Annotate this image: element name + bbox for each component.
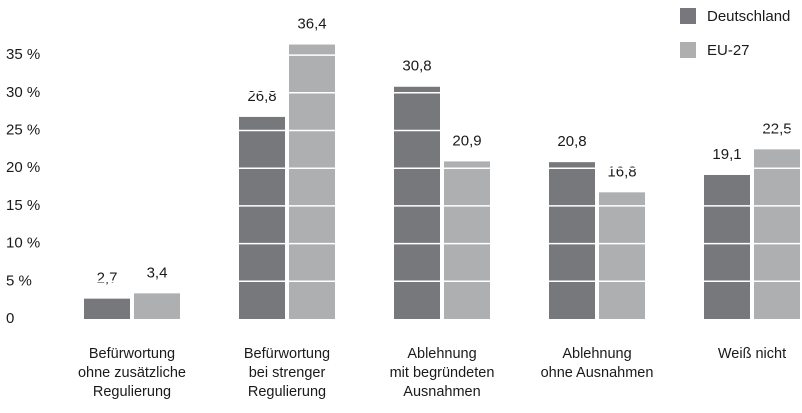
y-tick-label: 5 % (6, 272, 32, 289)
bar (704, 174, 750, 319)
data-label: 22,5 (762, 120, 791, 137)
y-tick-label: 10 % (6, 235, 40, 252)
data-label: 36,4 (297, 16, 326, 33)
data-label: 19,1 (712, 146, 741, 163)
legend-label: EU-27 (707, 42, 750, 59)
y-tick-label: 15 % (6, 197, 40, 214)
data-label: 3,4 (147, 264, 168, 281)
bar (549, 162, 595, 319)
data-label: 20,9 (452, 132, 481, 149)
bar (239, 116, 285, 319)
y-tick-label: 0 (6, 310, 14, 327)
bar (444, 161, 490, 319)
bar (84, 298, 130, 319)
data-label: 16,8 (607, 163, 636, 180)
y-tick-label: 30 % (6, 84, 40, 101)
legend-swatch (680, 8, 696, 24)
data-label: 30,8 (402, 58, 431, 75)
x-tick-label: Ablehnung mit begründeten Ausnahmen (389, 346, 495, 400)
bar (754, 149, 800, 319)
bar (599, 192, 645, 319)
legend-swatch (680, 42, 696, 58)
data-label: 26,8 (247, 88, 276, 105)
y-tick-label: 35 % (6, 46, 40, 63)
data-label: 2,7 (97, 270, 118, 287)
x-tick-label: Befürwortung ohne zusätzliche Regulierun… (77, 346, 186, 400)
y-tick-label: 20 % (6, 159, 40, 176)
x-tick-label: Befürwortung bei strenger Regulierung (243, 346, 331, 400)
x-tick-label: Weiß nicht (717, 346, 787, 362)
y-tick-label: 25 % (6, 121, 40, 138)
legend-label: Deutschland (707, 8, 790, 25)
bar (394, 86, 440, 319)
x-tick-label: Ablehnung ohne Ausnahmen (540, 346, 654, 381)
data-label: 20,8 (557, 133, 586, 150)
bar (289, 44, 335, 319)
bar (134, 293, 180, 319)
